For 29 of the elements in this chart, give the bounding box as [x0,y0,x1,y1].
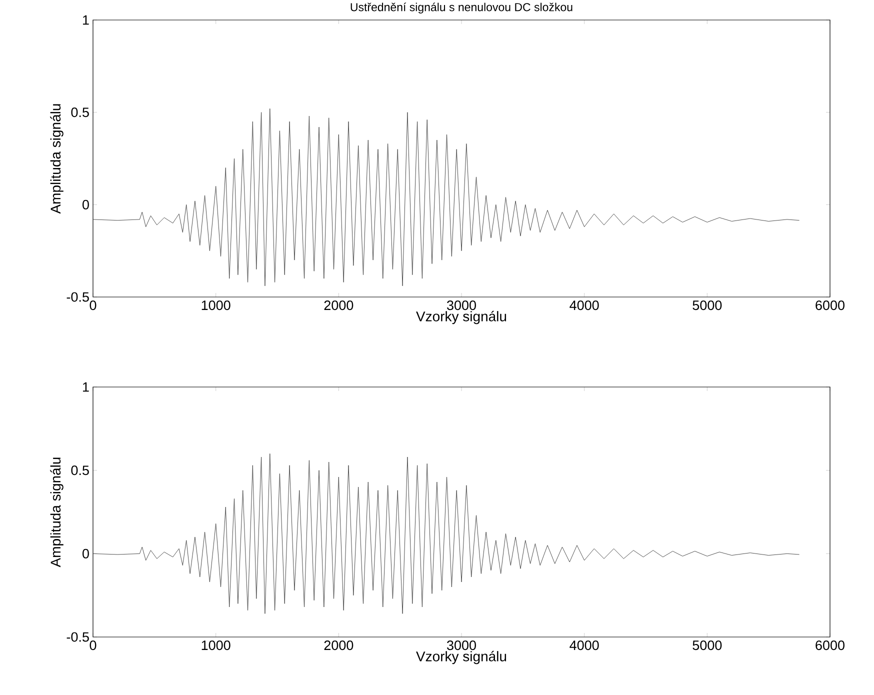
x-tick-label: 5000 [692,640,722,650]
line-series [93,108,800,286]
y-axis-title: Amplituda signálu [50,104,64,214]
chart-title: Ustřednění signálu s nenulovou DC složkou [350,2,572,14]
line-series [93,453,800,614]
x-tick-label: 3000 [447,640,476,650]
x-tick-label: 1000 [202,300,230,310]
y-axis-title: Amplituda signálu [50,458,64,568]
x-tick-label: 4000 [570,640,599,650]
x-tick-label: 0 [90,300,96,310]
y-tick-label: 1 [83,15,89,25]
x-tick-label: 5000 [692,300,722,310]
y-tick-label: 0.5 [71,108,89,118]
y-tick-label: 0 [82,548,89,558]
x-tick-label: 1000 [202,640,230,650]
x-axis-title: Vzorky signálu [416,310,506,324]
y-tick-label: 0 [82,200,89,210]
x-axis-title: Vzorky signálu [416,650,506,664]
x-tick-label: 3000 [447,300,476,310]
x-tick-label: 0 [90,640,96,650]
y-tick-label: 1 [83,382,89,392]
x-tick-label: 2000 [324,640,354,650]
x-tick-label: 6000 [816,640,844,650]
y-tick-label: 0.5 [71,466,89,476]
x-tick-label: 4000 [570,300,599,310]
x-tick-label: 6000 [816,300,844,310]
y-tick-label: -0.5 [66,292,89,302]
y-tick-label: -0.5 [66,632,89,642]
x-tick-label: 2000 [324,300,354,310]
